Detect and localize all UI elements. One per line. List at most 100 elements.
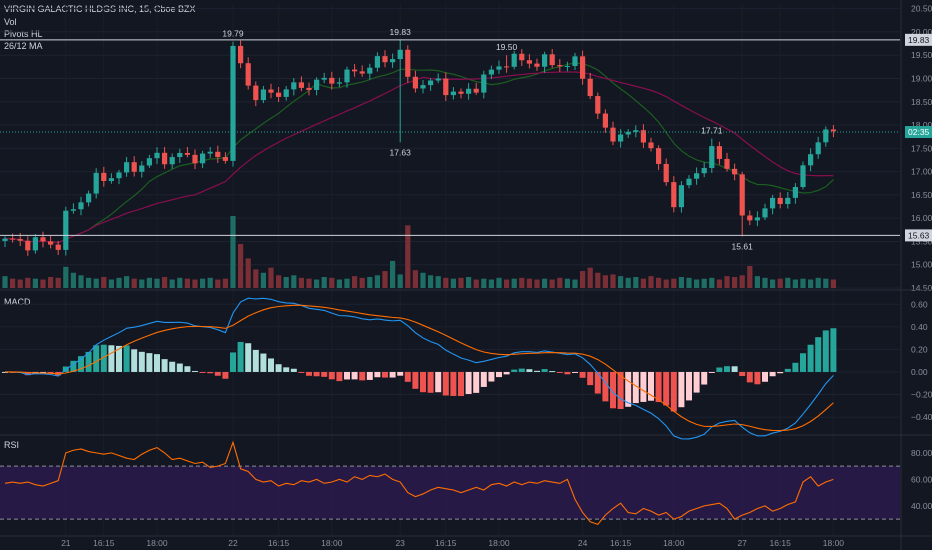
candle-body [268,89,274,93]
volume-bar [253,269,259,288]
candle-body [215,151,221,158]
candle-body [276,92,282,97]
macd-histogram-bar [116,345,122,372]
volume-bar [473,279,479,288]
volume-bar [458,277,464,288]
macd-histogram-bar [648,371,654,401]
candle-body [519,53,525,61]
macd-histogram-bar [693,371,700,393]
macd-histogram-bar [298,371,305,373]
macd-histogram-bar [549,371,556,373]
candle-body [238,45,244,64]
volume-bar [443,277,449,288]
candle-body [352,69,358,72]
candle-body [450,91,456,96]
candle-body [55,244,61,250]
volume-bar [640,278,646,288]
rsi-line [4,440,834,526]
macd-histogram-bar [131,349,138,372]
macd-signal-line [4,304,834,432]
candle-body [435,78,441,81]
macd-histogram-bar [420,371,426,393]
macd-histogram-bar [762,371,768,382]
price-tag-bg [905,33,932,46]
time-tick-label: 18:00 [146,538,168,548]
macd-histogram-bar [260,353,267,372]
macd-histogram-bar [541,369,548,372]
macd-histogram-bar [404,371,411,382]
volume-bar [428,275,434,288]
candle-body [625,131,631,135]
candle-body [382,56,388,63]
rsi-band [0,466,900,520]
candle-body [101,172,107,182]
macd-pane: 0.60 0.40 0.20 0.00 −0.20 −0.40 [0,297,932,440]
macd-histogram-bar [602,371,609,402]
candle-body [420,85,426,89]
macd-histogram-bar [70,360,77,372]
candle-body [534,63,540,67]
volume-bar [298,277,304,288]
candle-body [564,66,570,68]
time-tick-label: 18:00 [823,538,845,548]
candle-body [595,96,601,114]
volume-bar [777,278,783,288]
volume-bar [108,279,114,288]
pivots-legend: Pivots HL [4,29,43,39]
macd-histogram-bar [587,371,594,386]
candle-body [405,49,411,77]
macd-histogram-bar [480,371,487,387]
candle-body [640,130,646,143]
candle-body [777,197,783,205]
macd-histogram-bar [268,358,274,372]
candle-body [542,54,548,67]
macd-histogram-bar [800,353,806,372]
volume-bar [466,276,472,288]
macd-histogram-bar [594,371,601,394]
volume-bar [716,279,722,288]
price-tick-label: 15.50 [911,236,932,246]
volume-bar [2,276,8,288]
macd-tick-label: −0.20 [911,390,932,400]
macd-histogram-bar [283,367,290,372]
macd-histogram-bar [108,345,115,372]
volume-bar [785,277,791,288]
candle-body [504,66,510,68]
volume-bar [63,266,69,288]
candle-body [321,77,327,80]
volume-bar [70,272,76,288]
volume-bar [25,277,31,288]
macd-histogram-bar [245,343,252,372]
candle-body [754,217,760,221]
time-tick-label: 16:15 [610,538,632,548]
volume-bar [276,275,282,288]
candle-body [770,197,776,209]
volume-bar [625,277,631,288]
price-tick-label: 15.00 [911,260,932,270]
price-tag: 19.83 [908,35,930,45]
candle-body [428,80,434,86]
candle-body [602,113,608,128]
volume-bar [382,271,388,288]
volume-bar [564,278,570,288]
volume-bar [86,277,92,288]
time-tick-label: 21 [61,538,71,548]
candle-body [154,152,160,159]
candle-body [131,162,137,172]
macd-histogram-bar [716,367,723,372]
candle-body [724,158,730,169]
macd-line [4,297,834,440]
volume-bar [504,279,510,288]
pivot-label: 17.63 [390,147,412,157]
candle-body [344,69,350,83]
macd-histogram-bar [328,371,335,380]
volume-bar [40,279,46,288]
candle-body [374,56,380,68]
macd-histogram-bar [564,371,571,375]
candle-body [526,60,532,64]
macd-histogram-bar [458,371,464,397]
volume-bar [709,277,715,288]
candle-body [336,82,342,84]
macd-histogram-bar [374,371,381,378]
